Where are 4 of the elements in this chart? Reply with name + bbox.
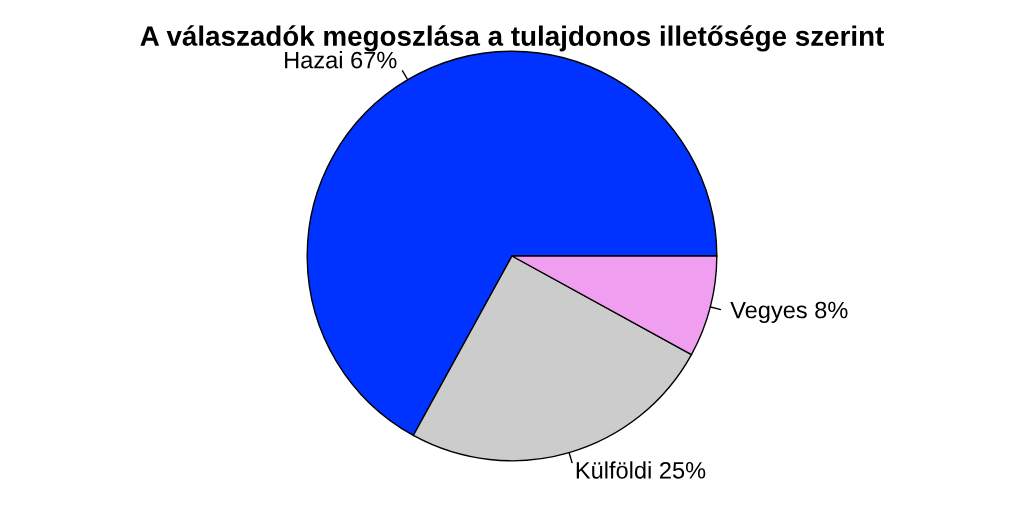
- slice-label: Hazai 67%: [285, 51, 397, 69]
- slice-label: Vegyes 8%: [730, 301, 848, 324]
- slice-label: Külföldi 25%: [576, 461, 706, 479]
- chart-title: A válaszadók megoszlása a tulajdonos illetősége szerint: [140, 25, 884, 52]
